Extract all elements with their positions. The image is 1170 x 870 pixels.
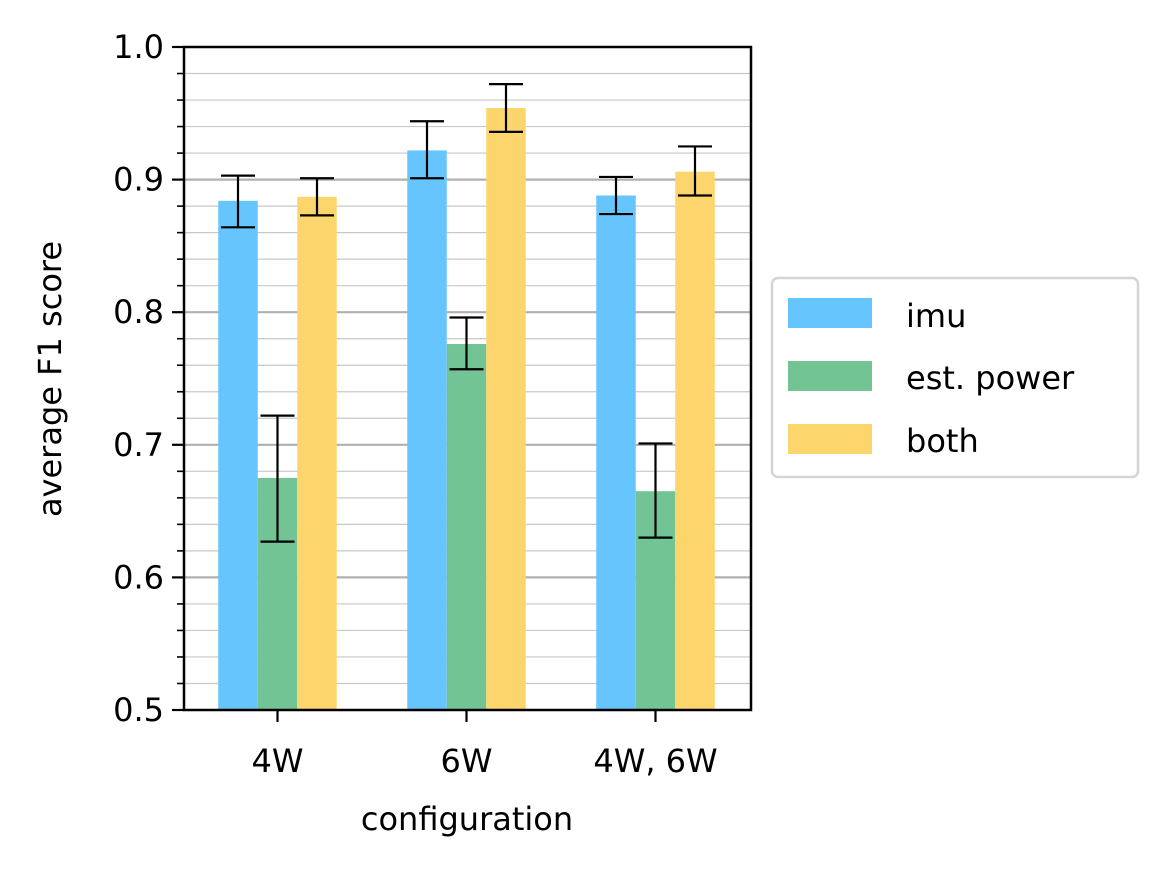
y-tick-label: 1.0 — [113, 28, 164, 66]
legend-label-imu: imu — [906, 297, 966, 335]
x-tick-label: 6W — [441, 742, 493, 780]
y-tick-label: 0.7 — [113, 426, 164, 464]
legend-swatch-imu — [788, 298, 872, 328]
x-axis-label: configuration — [361, 800, 573, 838]
y-tick-label: 0.8 — [113, 293, 164, 331]
y-axis-ticks: 0.5 0.6 0.7 0.8 0.9 1.0 — [113, 28, 184, 729]
legend: imu est. power both — [770, 276, 1140, 479]
bar — [675, 171, 715, 711]
bar — [486, 107, 526, 711]
legend-swatch-est-power — [788, 361, 872, 391]
bar — [446, 344, 487, 710]
bar — [596, 195, 636, 711]
legend-swatch-both — [788, 424, 872, 454]
bar — [297, 196, 337, 710]
legend-label-est-power: est. power — [906, 359, 1075, 397]
x-tick-label: 4W, 6W — [593, 742, 717, 780]
y-tick-label: 0.9 — [113, 161, 164, 199]
y-axis-label: average F1 score — [31, 241, 69, 517]
bar — [218, 200, 258, 711]
error-bars — [221, 83, 712, 543]
y-tick-label: 0.5 — [113, 691, 164, 729]
legend-label-both: both — [906, 422, 979, 460]
bar — [407, 150, 447, 711]
y-tick-label: 0.6 — [113, 558, 164, 596]
x-axis-ticks: 4W 6W 4W, 6W — [252, 710, 718, 780]
bars — [218, 107, 715, 711]
x-tick-label: 4W — [252, 742, 304, 780]
